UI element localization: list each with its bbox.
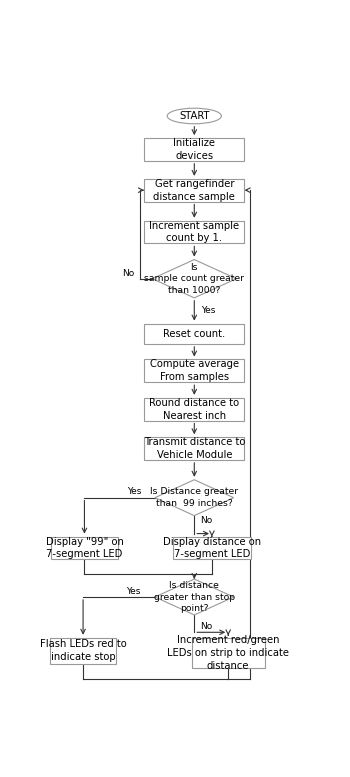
Ellipse shape bbox=[167, 108, 222, 124]
Text: Get rangefinder
distance sample: Get rangefinder distance sample bbox=[153, 179, 235, 201]
Text: Is Distance greater
than  99 inches?: Is Distance greater than 99 inches? bbox=[150, 487, 238, 508]
Text: Increment red/green
LEDs on strip to indicate
distance: Increment red/green LEDs on strip to ind… bbox=[167, 636, 289, 671]
Text: Reset count.: Reset count. bbox=[163, 329, 225, 339]
Text: Yes: Yes bbox=[127, 487, 142, 497]
Text: Increment sample
count by 1.: Increment sample count by 1. bbox=[149, 221, 239, 243]
FancyBboxPatch shape bbox=[173, 537, 251, 559]
FancyBboxPatch shape bbox=[144, 138, 244, 161]
FancyBboxPatch shape bbox=[144, 179, 244, 201]
Text: Display "99" on
7-segment LED: Display "99" on 7-segment LED bbox=[46, 537, 123, 559]
Polygon shape bbox=[155, 579, 234, 615]
FancyBboxPatch shape bbox=[191, 638, 265, 668]
Text: Compute average
From samples: Compute average From samples bbox=[150, 360, 239, 382]
Polygon shape bbox=[155, 479, 234, 516]
Text: Transmit distance to
Vehicle Module: Transmit distance to Vehicle Module bbox=[144, 437, 245, 460]
FancyBboxPatch shape bbox=[144, 398, 244, 420]
Text: Flash LEDs red to
indicate stop: Flash LEDs red to indicate stop bbox=[40, 639, 126, 662]
Polygon shape bbox=[152, 260, 236, 298]
FancyBboxPatch shape bbox=[144, 323, 244, 344]
Text: START: START bbox=[179, 111, 210, 121]
Text: Is distance
greater than stop
point?: Is distance greater than stop point? bbox=[154, 581, 235, 613]
Text: Yes: Yes bbox=[126, 587, 140, 595]
Text: Is
sample count greater
than 1000?: Is sample count greater than 1000? bbox=[144, 263, 244, 294]
FancyBboxPatch shape bbox=[144, 360, 244, 382]
Text: Yes: Yes bbox=[201, 306, 216, 315]
Text: No: No bbox=[200, 516, 212, 524]
Text: No: No bbox=[122, 270, 135, 278]
Text: No: No bbox=[200, 622, 212, 631]
Text: Round distance to
Nearest inch: Round distance to Nearest inch bbox=[149, 398, 239, 420]
Text: Display distance on
7-segment LED: Display distance on 7-segment LED bbox=[163, 537, 261, 559]
FancyBboxPatch shape bbox=[144, 437, 244, 460]
FancyBboxPatch shape bbox=[51, 537, 118, 559]
FancyBboxPatch shape bbox=[50, 638, 116, 664]
Text: Initialize
devices: Initialize devices bbox=[173, 138, 215, 161]
FancyBboxPatch shape bbox=[144, 221, 244, 243]
